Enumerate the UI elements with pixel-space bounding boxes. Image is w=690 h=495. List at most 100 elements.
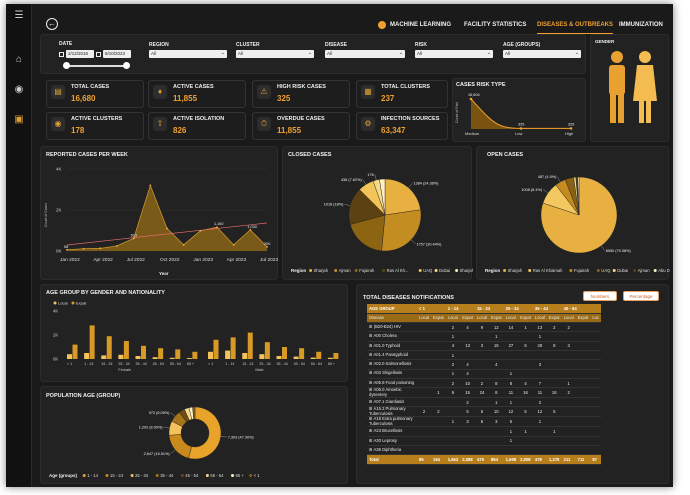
expand-row-icon[interactable]: ⊞: [369, 437, 374, 443]
expand-row-icon[interactable]: ⊞: [369, 342, 374, 348]
expand-row-icon[interactable]: ⊞: [369, 379, 374, 385]
sub-header-cell: Disease: [367, 313, 417, 324]
tab-immunization[interactable]: IMMUNIZATION: [619, 22, 663, 28]
closed-legend-item: Fujairah: [359, 268, 375, 273]
table-cell: [460, 436, 475, 447]
tab-machine-learning[interactable]: MACHINE LEARNING: [390, 22, 451, 28]
table-row[interactable]: ⊞ A06.0 Amoebic dysentery 1 6 15 24 8 11 16 11 16…: [367, 387, 602, 399]
disease-select[interactable]: All ⌄: [325, 50, 405, 58]
date-from-input[interactable]: 2/12/2016: [66, 50, 94, 58]
kpi-label: TOTAL CASES: [71, 84, 110, 90]
table-row[interactable]: ⊞ A07.1 Giardiasis 2 1 1 2: [367, 397, 602, 408]
region-select[interactable]: All ⌄: [149, 50, 227, 58]
closed-legend-swatch: [382, 269, 386, 272]
expand-row-icon[interactable]: ⊞: [369, 387, 374, 393]
age-bar: [225, 350, 231, 359]
table-row[interactable]: ⊞ A03 Shigellosis 1 4 1: [367, 369, 602, 379]
expand-row-icon[interactable]: ⊞: [369, 370, 374, 376]
table-cell: 5: [474, 416, 489, 428]
hospital-icon[interactable]: ▣: [14, 114, 24, 125]
date-slider-handle-start[interactable]: [63, 62, 70, 69]
dashboard-window: ☰ ⌂ ◉ ▣ ← MACHINE LEARNING FACILITY STAT…: [6, 4, 673, 487]
table-row[interactable]: ⊞ A15.2 Pulmonary Tuberculosis 2 2 5 5 10 12 5 1…: [367, 406, 602, 418]
kpi-card[interactable]: ⏱ OVERDUE CASES 11,855: [252, 112, 350, 140]
table-cell: 2: [445, 378, 461, 389]
expand-row-icon[interactable]: ⊞: [369, 446, 374, 452]
table-row[interactable]: ⊞ A18 Extra pulmonary Tuberculosis 1 3 5 3 5 1: [367, 416, 602, 428]
expand-row-icon[interactable]: ⊞: [369, 406, 374, 412]
age-x-tick: < 1: [208, 362, 213, 366]
hamburger-menu-icon[interactable]: ☰: [14, 10, 24, 21]
back-arrow-icon[interactable]: ←: [46, 18, 58, 30]
kpi-card[interactable]: ▤ TOTAL CASES 16,680: [46, 80, 144, 108]
table-row[interactable]: ⊞ A01.0 Typhoid 4 13 3 15 27 6 28 8 3: [367, 341, 602, 352]
cluster-select[interactable]: All ⌄: [236, 50, 314, 58]
table-row[interactable]: ⊞ (B20-B24) HIV 2 4 9 12 14 1 13 2 2: [367, 322, 602, 333]
total-cell: 2,008: [518, 454, 533, 465]
age-bar: [175, 349, 181, 359]
table-cell: 5: [503, 416, 519, 428]
table-cell: 14: [503, 322, 519, 333]
total-cell: Total: [367, 454, 417, 465]
risk-select[interactable]: All ⌄: [415, 50, 493, 58]
table-row[interactable]: ⊞ A36 Diphtheria: [367, 445, 602, 456]
kpi-icon: ◉: [51, 117, 65, 131]
table-cell: [575, 350, 591, 361]
expand-row-icon[interactable]: ⊞: [369, 428, 374, 434]
numbers-button[interactable]: Numbers: [583, 291, 617, 301]
table-row[interactable]: ⊞ A05.9 Food poisoning 2 10 2 8 8 4 7 1: [367, 378, 602, 389]
kpi-card[interactable]: ▦ TOTAL CLUSTERS 237: [356, 80, 448, 108]
expand-row-icon[interactable]: ⊞: [369, 351, 374, 357]
calendar-icon[interactable]: [59, 52, 64, 57]
risk-type-title: CASES RISK TYPE: [456, 82, 506, 88]
table-row[interactable]: ⊞ A00 Cholera 1 1 1: [367, 331, 602, 342]
closed-leader: [344, 204, 351, 206]
table-cell: [590, 436, 602, 447]
table-cell: 4: [460, 369, 475, 379]
tab-diseases-outbreaks[interactable]: DISEASES & OUTBREAKS: [537, 22, 614, 34]
weekly-trendline: [66, 222, 268, 246]
expand-row-icon[interactable]: ⊞: [369, 399, 374, 405]
kpi-card[interactable]: ⚠ HIGH RISK CASES 325: [252, 80, 350, 108]
risk-area: [471, 99, 571, 129]
percentage-button[interactable]: Percentage: [623, 291, 659, 301]
expand-row-icon[interactable]: ⊞: [369, 323, 374, 329]
expand-row-icon[interactable]: ⊞: [369, 416, 374, 422]
table-cell: 13: [532, 322, 547, 333]
tab-facility-statistics[interactable]: FACILITY STATISTICS: [464, 22, 527, 28]
sub-header-cell: Expat: [460, 313, 475, 324]
table-cell: [474, 350, 489, 361]
expand-row-icon[interactable]: ⊞: [369, 333, 374, 339]
kpi-card[interactable]: ⇧ ACTIVE ISOLATION 826: [148, 112, 246, 140]
home-icon[interactable]: ⌂: [15, 54, 23, 65]
calendar-icon[interactable]: [96, 52, 101, 57]
table-row[interactable]: ⊞ A30 Leprosy 1: [367, 436, 602, 447]
table-cell: [417, 445, 432, 456]
table-row[interactable]: ⊞ A01.4 Paratyphoid 1: [367, 350, 602, 361]
kpi-card[interactable]: ⚙ INFECTION SOURCES 63,347: [356, 112, 448, 140]
disease-name-cell: ⊞ A01.4 Paratyphoid: [367, 350, 417, 361]
table-cell: [445, 397, 461, 408]
date-slider-track[interactable]: [65, 65, 127, 67]
disease-name-cell: ⊞ A36 Diphtheria: [367, 445, 417, 456]
risk-value-label: 325: [518, 122, 524, 126]
kpi-card[interactable]: ♦ ACTIVE CASES 11,855: [148, 80, 246, 108]
globe-icon[interactable]: ◉: [14, 84, 24, 95]
weekly-value-label: 1,030: [247, 225, 257, 229]
date-slider-handle-end[interactable]: [123, 62, 130, 69]
table-row[interactable]: ⊞ A23 Brucellosis 1 1 1: [367, 426, 602, 437]
age-bar: [247, 332, 253, 359]
table-cell: 3: [532, 359, 547, 370]
table-row[interactable]: ⊞ A02.0 Salmonellosis 2 4 4 3: [367, 359, 602, 370]
disease-label: DISEASE: [325, 42, 347, 48]
population-slice-label: 7,303 (47.30%): [228, 436, 255, 440]
table-cell: [590, 416, 602, 428]
table-cell: 6: [445, 387, 461, 399]
date-to-input[interactable]: 8/10/2023: [103, 50, 131, 58]
total-cell: 87: [590, 454, 602, 465]
expand-row-icon[interactable]: ⊞: [369, 361, 374, 367]
age-groups-select[interactable]: All ⌄: [503, 50, 581, 58]
kpi-icon: ⇧: [153, 117, 167, 131]
table-cell: [518, 436, 533, 447]
kpi-card[interactable]: ◉ ACTIVE CLUSTERS 178: [46, 112, 144, 140]
